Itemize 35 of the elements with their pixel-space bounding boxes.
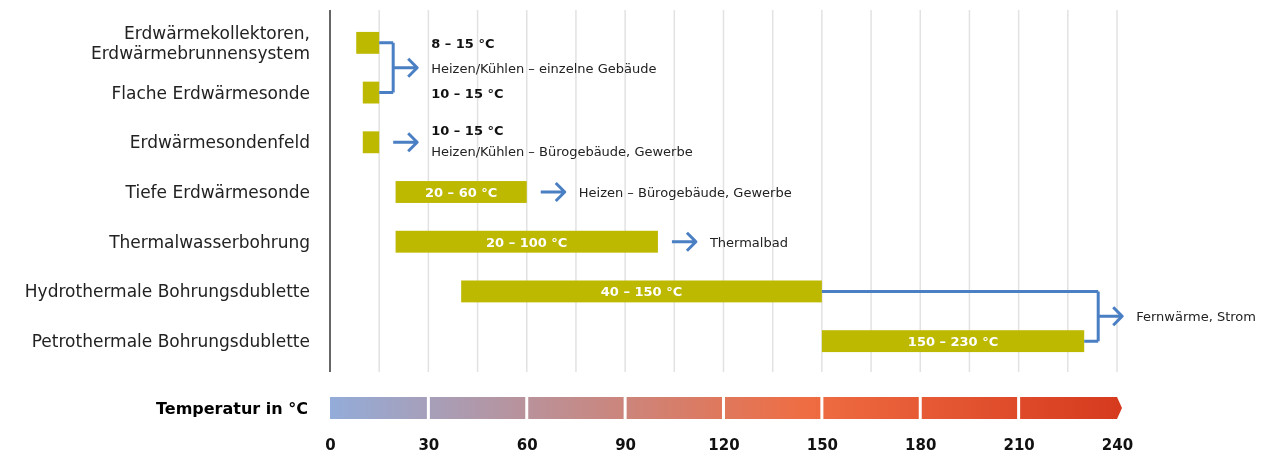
x-tick-label: 180 [905, 435, 937, 454]
x-tick-label: 30 [418, 435, 440, 454]
annotation: 10 – 15 °C [431, 123, 504, 139]
bar [362, 131, 380, 154]
annotation: 20 – 100 °C [486, 234, 568, 250]
annotation: Thermalbad [708, 234, 788, 250]
annotation: 8 – 15 °C [431, 35, 495, 51]
annotation: 20 – 60 °C [425, 185, 498, 200]
y-tick-label: Petrothermale Bohrungsdublette [31, 331, 310, 352]
y-tick-label: Erdwärmesondenfeld [129, 132, 310, 153]
y-tick-label: Erdwärmekollektoren, Erdwärmebrunnensystem [90, 22, 310, 63]
x-tick-label: 90 [615, 435, 637, 454]
annotation: Heizen – Bürogebäude, Gewerbe [578, 185, 792, 200]
y-tick-label: Tiefe Erdwärmesonde [124, 182, 310, 202]
annotation: 40 – 150 °C [600, 284, 683, 300]
y-tick-label: Hydrothermale Bohrungsdublette [24, 281, 310, 302]
bar [461, 280, 822, 303]
x-tick-label: 120 [708, 435, 740, 454]
bar [362, 81, 380, 104]
bar [356, 31, 380, 54]
x-tick-label: 150 [806, 435, 839, 454]
annotation: 10 – 15 °C [431, 85, 504, 101]
y-tick-label: Thermalwasserbohrung [108, 231, 310, 252]
x-tick-label: 210 [1003, 435, 1035, 454]
annotation: 150 – 230 °C [907, 334, 999, 350]
x-tick-label: 60 [516, 435, 538, 454]
bar [395, 230, 658, 253]
annotation: Heizen/Kühlen – einzelne Gebäude [431, 60, 657, 76]
y-tick-label: Flache Erdwärmesonde [111, 82, 310, 103]
bar [821, 330, 1085, 353]
text: Fernwärme, Strom [1136, 309, 1257, 325]
x-tick-label: 240 [1101, 435, 1134, 454]
x-axis-title: Temperatur in °C [156, 399, 308, 418]
annotation: Heizen/Kühlen – Bürogebäude, Gewerbe [431, 144, 693, 160]
x-tick-label: 0 [325, 435, 336, 454]
